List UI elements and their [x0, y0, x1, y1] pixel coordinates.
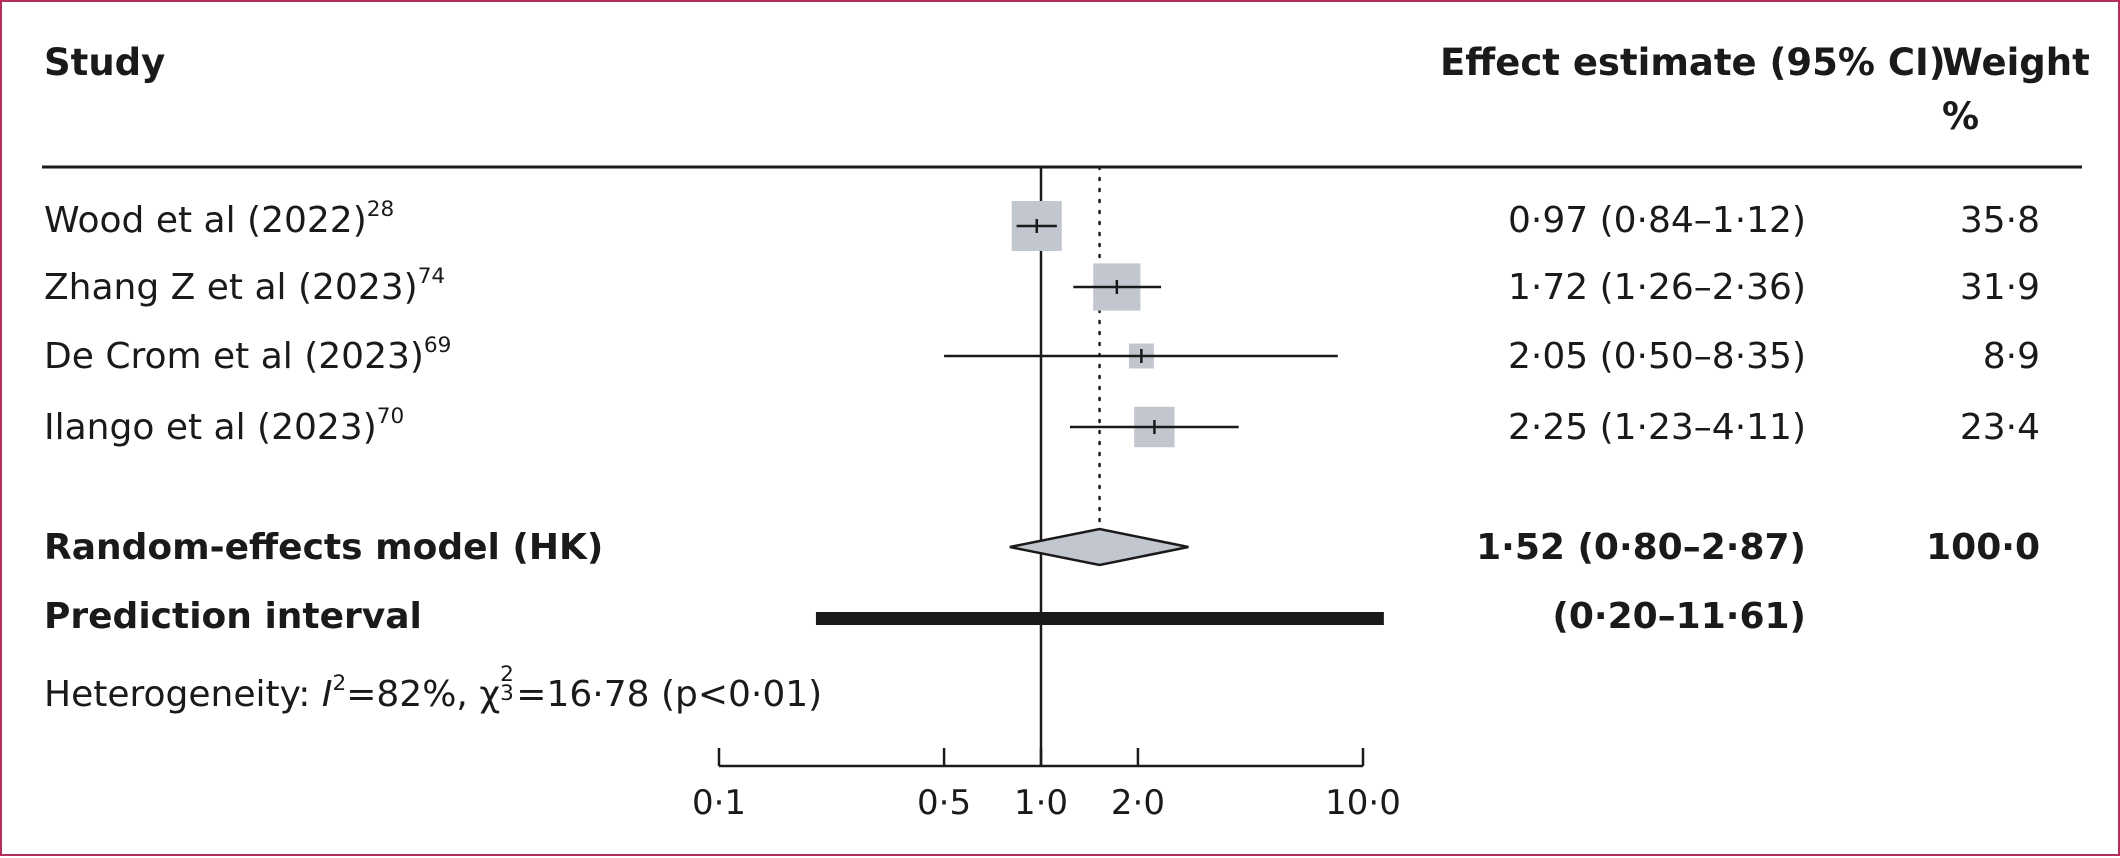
- study-ci-text: 2·05 (0·50–8·35): [1507, 336, 1806, 377]
- prediction-interval-label: Prediction interval: [44, 596, 422, 637]
- pooled-diamond: [1009, 527, 1189, 567]
- x-axis-tick-label: 1·0: [1014, 783, 1068, 823]
- study-ci-text: 1·72 (1·26–2·36): [1507, 267, 1806, 308]
- x-axis-tick-label: 0·1: [692, 783, 746, 823]
- study-name: De Crom et al (2023)69: [44, 332, 452, 377]
- study-ref: 28: [366, 196, 395, 222]
- pooled-ci-text: 1·52 (0·80–2·87): [1476, 527, 1806, 568]
- study-weight: 8·9: [1982, 336, 2040, 377]
- header-weight-unit: %: [1942, 95, 1980, 138]
- pooled-weight: 100·0: [1926, 527, 2040, 568]
- study-ci-text: 2·25 (1·23–4·11): [1507, 407, 1806, 448]
- study-name: Zhang Z et al (2023)74: [44, 263, 446, 308]
- x-axis-tick-label: 10·0: [1325, 783, 1401, 823]
- study-name: Ilango et al (2023)70: [44, 403, 405, 448]
- header-study: Study: [44, 41, 166, 84]
- x-axis-tick-label: 0·5: [917, 783, 971, 823]
- x-axis-tick-label: 2·0: [1111, 783, 1165, 823]
- prediction-interval-ci-text: (0·20–11·61): [1552, 596, 1806, 637]
- study-ref: 69: [423, 332, 452, 358]
- header-weight: Weight: [1942, 41, 2090, 84]
- study-weight: 23·4: [1959, 407, 2040, 448]
- study-weight: 35·8: [1959, 200, 2040, 241]
- heterogeneity-text: Heterogeneity: I2=82%, χ 2 3 =16·78 (p<0·01…: [44, 661, 823, 715]
- study-ci-text: 0·97 (0·84–1·12): [1507, 200, 1806, 241]
- prediction-interval-bar: [815, 612, 1384, 625]
- header-effect-estimate: Effect estimate (95% CI): [1440, 41, 1946, 84]
- study-ref: 70: [376, 403, 405, 429]
- pooled-label: Random-effects model (HK): [44, 527, 604, 568]
- study-ref: 74: [417, 263, 446, 289]
- study-name: Wood et al (2022)28: [44, 196, 395, 241]
- study-weight: 31·9: [1959, 267, 2040, 308]
